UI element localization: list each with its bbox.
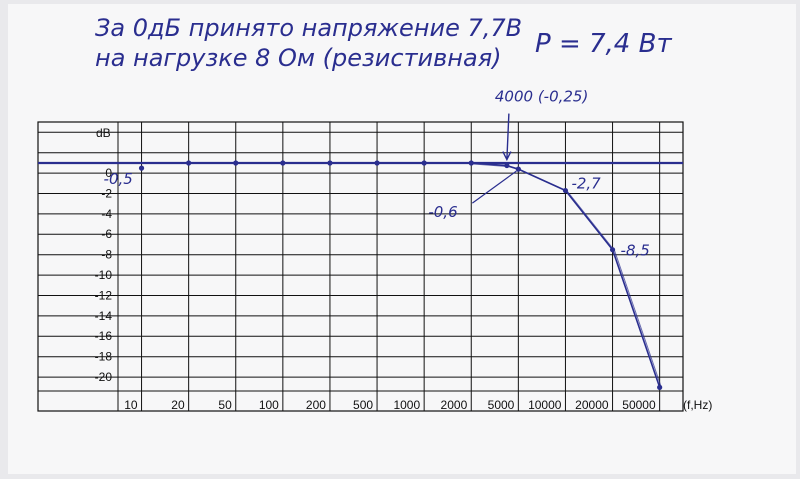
data-point bbox=[138, 165, 145, 171]
y-tick-label: 0 bbox=[105, 166, 112, 180]
x-tick-label: 10000 bbox=[528, 398, 562, 412]
annotation-label: -2,7 bbox=[571, 175, 601, 193]
data-point bbox=[562, 187, 569, 194]
x-tick-label: 50 bbox=[218, 398, 232, 412]
data-point bbox=[280, 160, 286, 166]
grid-frame bbox=[37, 121, 684, 412]
annotation-label: -0,5 bbox=[104, 170, 133, 188]
data-point bbox=[186, 160, 192, 166]
x-axis-label: (f,Hz) bbox=[683, 398, 712, 412]
x-tick-label: 100 bbox=[259, 398, 279, 412]
y-tick-labels: 0 -2 -4 -6 -8 -10 -12 -14 -16 -18 -20 bbox=[95, 166, 113, 384]
paper-sheet bbox=[8, 4, 796, 474]
annotation-leader bbox=[471, 170, 517, 204]
data-point bbox=[504, 162, 510, 169]
y-tick-label: -10 bbox=[95, 268, 113, 282]
data-point bbox=[609, 247, 616, 253]
x-tick-label: 20000 bbox=[575, 398, 609, 412]
y-tick-label: -20 bbox=[95, 370, 113, 384]
y-axis-label: dB bbox=[96, 126, 111, 140]
data-point bbox=[421, 160, 427, 166]
annotations: -0,5 4000 (-0,25) -0,6 -2,7 -8,5 bbox=[104, 88, 650, 260]
y-tick-label: -2 bbox=[101, 186, 112, 200]
x-tick-label: 5000 bbox=[488, 398, 515, 412]
data-point bbox=[374, 160, 380, 166]
annotation-label: 4000 (-0,25) bbox=[495, 88, 588, 106]
data-point bbox=[515, 166, 521, 172]
x-tick-label: 500 bbox=[353, 398, 373, 412]
annotation-label: -0,6 bbox=[428, 203, 457, 221]
y-tick-label: -4 bbox=[101, 207, 112, 221]
response-series bbox=[38, 160, 683, 390]
x-tick-labels: 10 20 50 100 200 500 1000 2000 5000 10000 20000 500… bbox=[124, 398, 656, 412]
note-power: P = 7,4 Вт bbox=[535, 29, 672, 59]
data-point bbox=[327, 160, 333, 166]
annotation-label: -8,5 bbox=[621, 242, 650, 260]
annotation-arrow bbox=[502, 113, 512, 162]
data-point bbox=[233, 160, 239, 166]
x-tick-label: 10 bbox=[124, 398, 138, 412]
data-point bbox=[468, 160, 474, 166]
y-tick-label: -18 bbox=[95, 350, 113, 364]
x-tick-label: 200 bbox=[306, 398, 326, 412]
x-tick-label: 20 bbox=[171, 398, 185, 412]
y-tick-label: -8 bbox=[101, 248, 112, 262]
x-tick-label: 2000 bbox=[441, 398, 468, 412]
y-tick-label: -16 bbox=[95, 329, 113, 343]
y-tick-label: -12 bbox=[95, 288, 113, 302]
x-tick-label: 1000 bbox=[393, 398, 420, 412]
x-tick-label: 50000 bbox=[622, 398, 656, 412]
data-point bbox=[657, 384, 663, 390]
response-curve-retrace bbox=[473, 163, 663, 389]
note-line-1: За 0дБ принято напряжение 7,7В bbox=[95, 14, 522, 42]
y-tick-label: -14 bbox=[95, 309, 113, 323]
chart-grid bbox=[37, 121, 684, 412]
y-tick-label: -6 bbox=[101, 227, 112, 241]
note-line-2: на нагрузке 8 Ом (резистивная) bbox=[95, 44, 502, 72]
